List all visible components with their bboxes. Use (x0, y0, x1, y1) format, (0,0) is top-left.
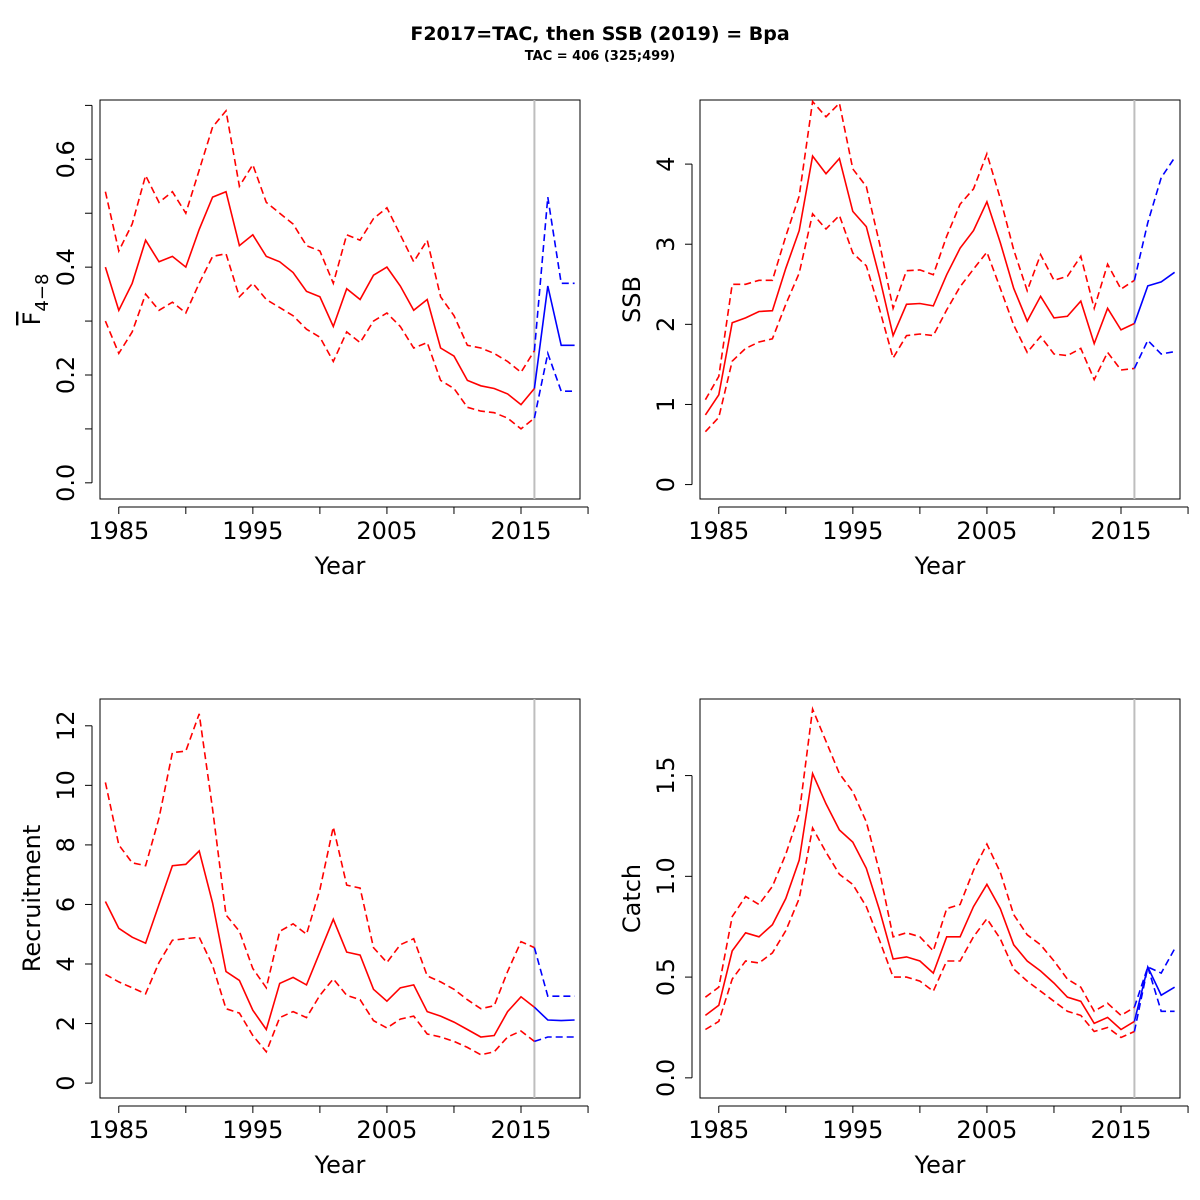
projection-upper-line (533, 947, 575, 998)
x-tick-label: 1985 (88, 1116, 149, 1144)
y-axis-label: Recruitment (18, 825, 46, 972)
x-axis-label: Year (914, 1151, 966, 1179)
panel-catch: 1985 1995 2005 2015 Year 0.0 0.5 1.0 1.5 Catch (618, 698, 1189, 1179)
historical-upper-line (104, 713, 535, 1010)
x-tick-label: 2005 (956, 1116, 1017, 1144)
y-tick-label: 0.0 (52, 464, 80, 502)
x-tick-label: 2015 (1090, 1116, 1151, 1144)
x-tick-label: 1995 (822, 1116, 883, 1144)
historical-lower-line (104, 252, 535, 430)
x-tick-label: 1995 (822, 517, 883, 545)
panel-f: 1985 1995 2005 2015 Year 0.0 0.2 0.4 0.6 F4−8 (18, 99, 589, 580)
x-tick-label: 1985 (688, 517, 749, 545)
historical-lower-line (704, 212, 1135, 433)
plot-frame (699, 99, 1181, 500)
x-tick-label: 1995 (222, 517, 283, 545)
y-tick-label: 8 (52, 837, 80, 852)
x-tick-label: 2015 (490, 517, 551, 545)
y-tick-label: 0 (652, 477, 680, 492)
y-tick-label: 0.5 (652, 958, 680, 996)
projection-estimate-line (1133, 271, 1176, 324)
plot-frame (699, 698, 1181, 1099)
y-tick-label: 2 (52, 1016, 80, 1031)
y-tick-label: 1 (652, 397, 680, 412)
y-tick-label: 3 (652, 237, 680, 252)
y-tick-label: 0.0 (652, 1059, 680, 1097)
x-tick-label: 2005 (356, 1116, 417, 1144)
x-axis-label: Year (314, 1151, 366, 1179)
x-axis-label: Year (914, 552, 966, 580)
historical-upper-line (704, 99, 1135, 401)
x-tick-label: 2015 (490, 1116, 551, 1144)
projection-upper-line (1133, 157, 1176, 281)
x-tick-label: 1985 (88, 517, 149, 545)
x-tick-label: 1995 (222, 1116, 283, 1144)
historical-estimate-line (704, 770, 1135, 1031)
historical-lower-line (704, 825, 1135, 1039)
projection-lower-line (534, 1036, 575, 1043)
projection-lower-line (1133, 339, 1175, 369)
x-tick-label: 2005 (356, 517, 417, 545)
y-tick-label: 0.2 (52, 356, 80, 394)
figure-subtitle: TAC = 406 (325;499) (525, 49, 675, 64)
y-tick-label: 2 (652, 317, 680, 332)
historical-estimate-line (704, 154, 1135, 416)
projection-upper-line (533, 196, 575, 351)
projection-estimate-line (533, 1006, 575, 1022)
y-tick-label: 4 (52, 956, 80, 971)
y-axis-label-base: F (18, 312, 46, 326)
y-axis-label-subscript: 4−8 (32, 274, 53, 312)
projection-estimate-line (1133, 964, 1176, 1022)
figure-title: F2017=TAC, then SSB (2019) = Bpa (410, 23, 789, 45)
x-axis-label: Year (314, 552, 366, 580)
panel-recruitment: 1985 1995 2005 2015 Year 0 2 4 6 8 10 12 Recruitment (18, 698, 589, 1179)
projection-lower-line (1133, 966, 1175, 1032)
historical-upper-line (704, 706, 1135, 1017)
y-tick-label: 6 (52, 897, 80, 912)
plot-frame (99, 698, 581, 1099)
y-tick-label: 4 (652, 156, 680, 171)
historical-estimate-line (104, 190, 536, 406)
historical-estimate-line (104, 849, 535, 1038)
panel-ssb: 1985 1995 2005 2015 Year 0 1 2 3 4 SSB (618, 99, 1189, 580)
x-tick-label: 2015 (1090, 517, 1151, 545)
y-tick-label: 1.5 (652, 756, 680, 794)
x-tick-label: 2005 (956, 517, 1017, 545)
y-tick-label: 0 (52, 1075, 80, 1090)
y-axis-label: Catch (618, 864, 646, 933)
y-tick-label: 0.6 (52, 140, 80, 178)
projection-lower-line (533, 350, 575, 419)
y-tick-label: 0.4 (52, 248, 80, 286)
y-axis-label: F4−8 (18, 274, 53, 326)
projection-estimate-line (533, 285, 575, 389)
projection-upper-line (1133, 948, 1176, 1008)
historical-upper-line (104, 108, 536, 374)
x-tick-label: 1985 (688, 1116, 749, 1144)
plot-frame (99, 99, 581, 500)
y-tick-label: 10 (52, 770, 80, 801)
y-axis-label: SSB (618, 276, 646, 323)
y-tick-label: 1.0 (652, 857, 680, 895)
y-tick-label: 12 (52, 711, 80, 742)
panels: 1985 1995 2005 2015Year0.00.20.40.6F4−81985… (18, 99, 1189, 1179)
